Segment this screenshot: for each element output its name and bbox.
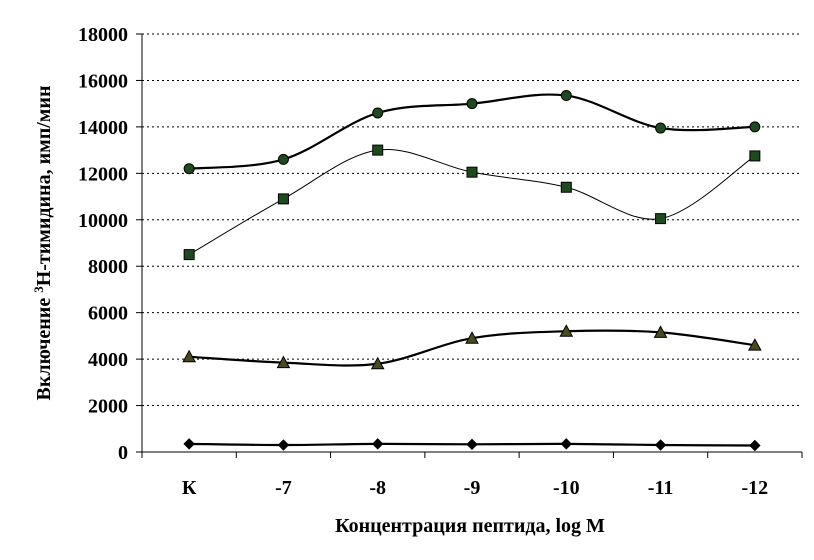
series-4 <box>183 438 761 452</box>
series-3 <box>182 324 762 370</box>
x-tick-label: К <box>182 477 197 499</box>
y-tick-label: 4000 <box>88 349 128 371</box>
data-point-square <box>560 181 572 193</box>
y-tick-labels: 0 2000 4000 6000 8000 10000 12000 14000 16000 180… <box>78 24 128 464</box>
grid-lines <box>142 33 802 407</box>
series-1 <box>183 90 761 175</box>
data-point-square <box>372 144 384 156</box>
y-axis-label: Включение 3H-тимидина, имп/мин <box>31 86 56 401</box>
data-point-triangle <box>182 349 196 363</box>
y-axis-label-suffix: H-тимидина, имп/мин <box>33 86 55 287</box>
data-point-circle <box>183 163 195 175</box>
x-tick-label: -9 <box>464 477 481 499</box>
x-tick-label: -11 <box>648 477 674 499</box>
y-tick-label: 10000 <box>78 210 128 232</box>
data-point-circle <box>372 107 384 119</box>
data-point-diamond <box>560 438 572 450</box>
data-point-triangle <box>370 356 385 370</box>
axes <box>136 33 803 458</box>
data-point-square <box>183 249 195 261</box>
x-axis-label: Концентрация пептида, log M <box>335 515 605 537</box>
series-group <box>182 90 762 452</box>
data-point-square <box>749 150 761 162</box>
y-tick-label: 2000 <box>88 396 128 418</box>
data-point-triangle <box>748 338 762 351</box>
data-point-triangle <box>276 355 291 369</box>
data-point-square <box>655 213 667 225</box>
data-point-square <box>466 166 478 178</box>
x-tick-labels: К -7 -8 -9 -10 -11 -12 <box>182 477 768 499</box>
data-point-triangle <box>653 325 668 338</box>
data-point-circle <box>749 121 761 133</box>
y-axis-label-prefix: Включение <box>33 293 55 401</box>
data-point-triangle <box>465 331 479 344</box>
data-point-diamond <box>654 439 667 451</box>
y-tick-label: 18000 <box>78 24 128 46</box>
data-point-circle <box>277 153 289 165</box>
data-point-diamond <box>183 438 195 450</box>
x-tick-label: -7 <box>275 477 292 499</box>
data-point-diamond <box>372 438 384 450</box>
series-2 <box>183 144 761 261</box>
data-point-diamond <box>277 439 290 451</box>
data-point-circle <box>655 122 667 134</box>
x-tick-label: -10 <box>553 477 580 499</box>
y-tick-label: 16000 <box>78 70 128 92</box>
series-line <box>188 148 756 256</box>
y-tick-label: 14000 <box>78 117 128 139</box>
x-tick-label: -12 <box>742 477 769 499</box>
data-point-diamond <box>466 438 478 451</box>
data-point-square <box>277 193 289 205</box>
data-point-triangle <box>559 324 574 337</box>
y-tick-label: 12000 <box>78 163 128 185</box>
y-tick-label: 6000 <box>88 303 128 325</box>
data-point-diamond <box>749 439 761 452</box>
y-tick-label: 0 <box>118 442 128 464</box>
data-point-circle <box>560 90 572 102</box>
y-axis-label-superscript: 3 <box>31 286 46 293</box>
y-tick-label: 8000 <box>88 256 128 278</box>
data-point-circle <box>466 98 478 110</box>
x-tick-label: -8 <box>369 477 386 499</box>
